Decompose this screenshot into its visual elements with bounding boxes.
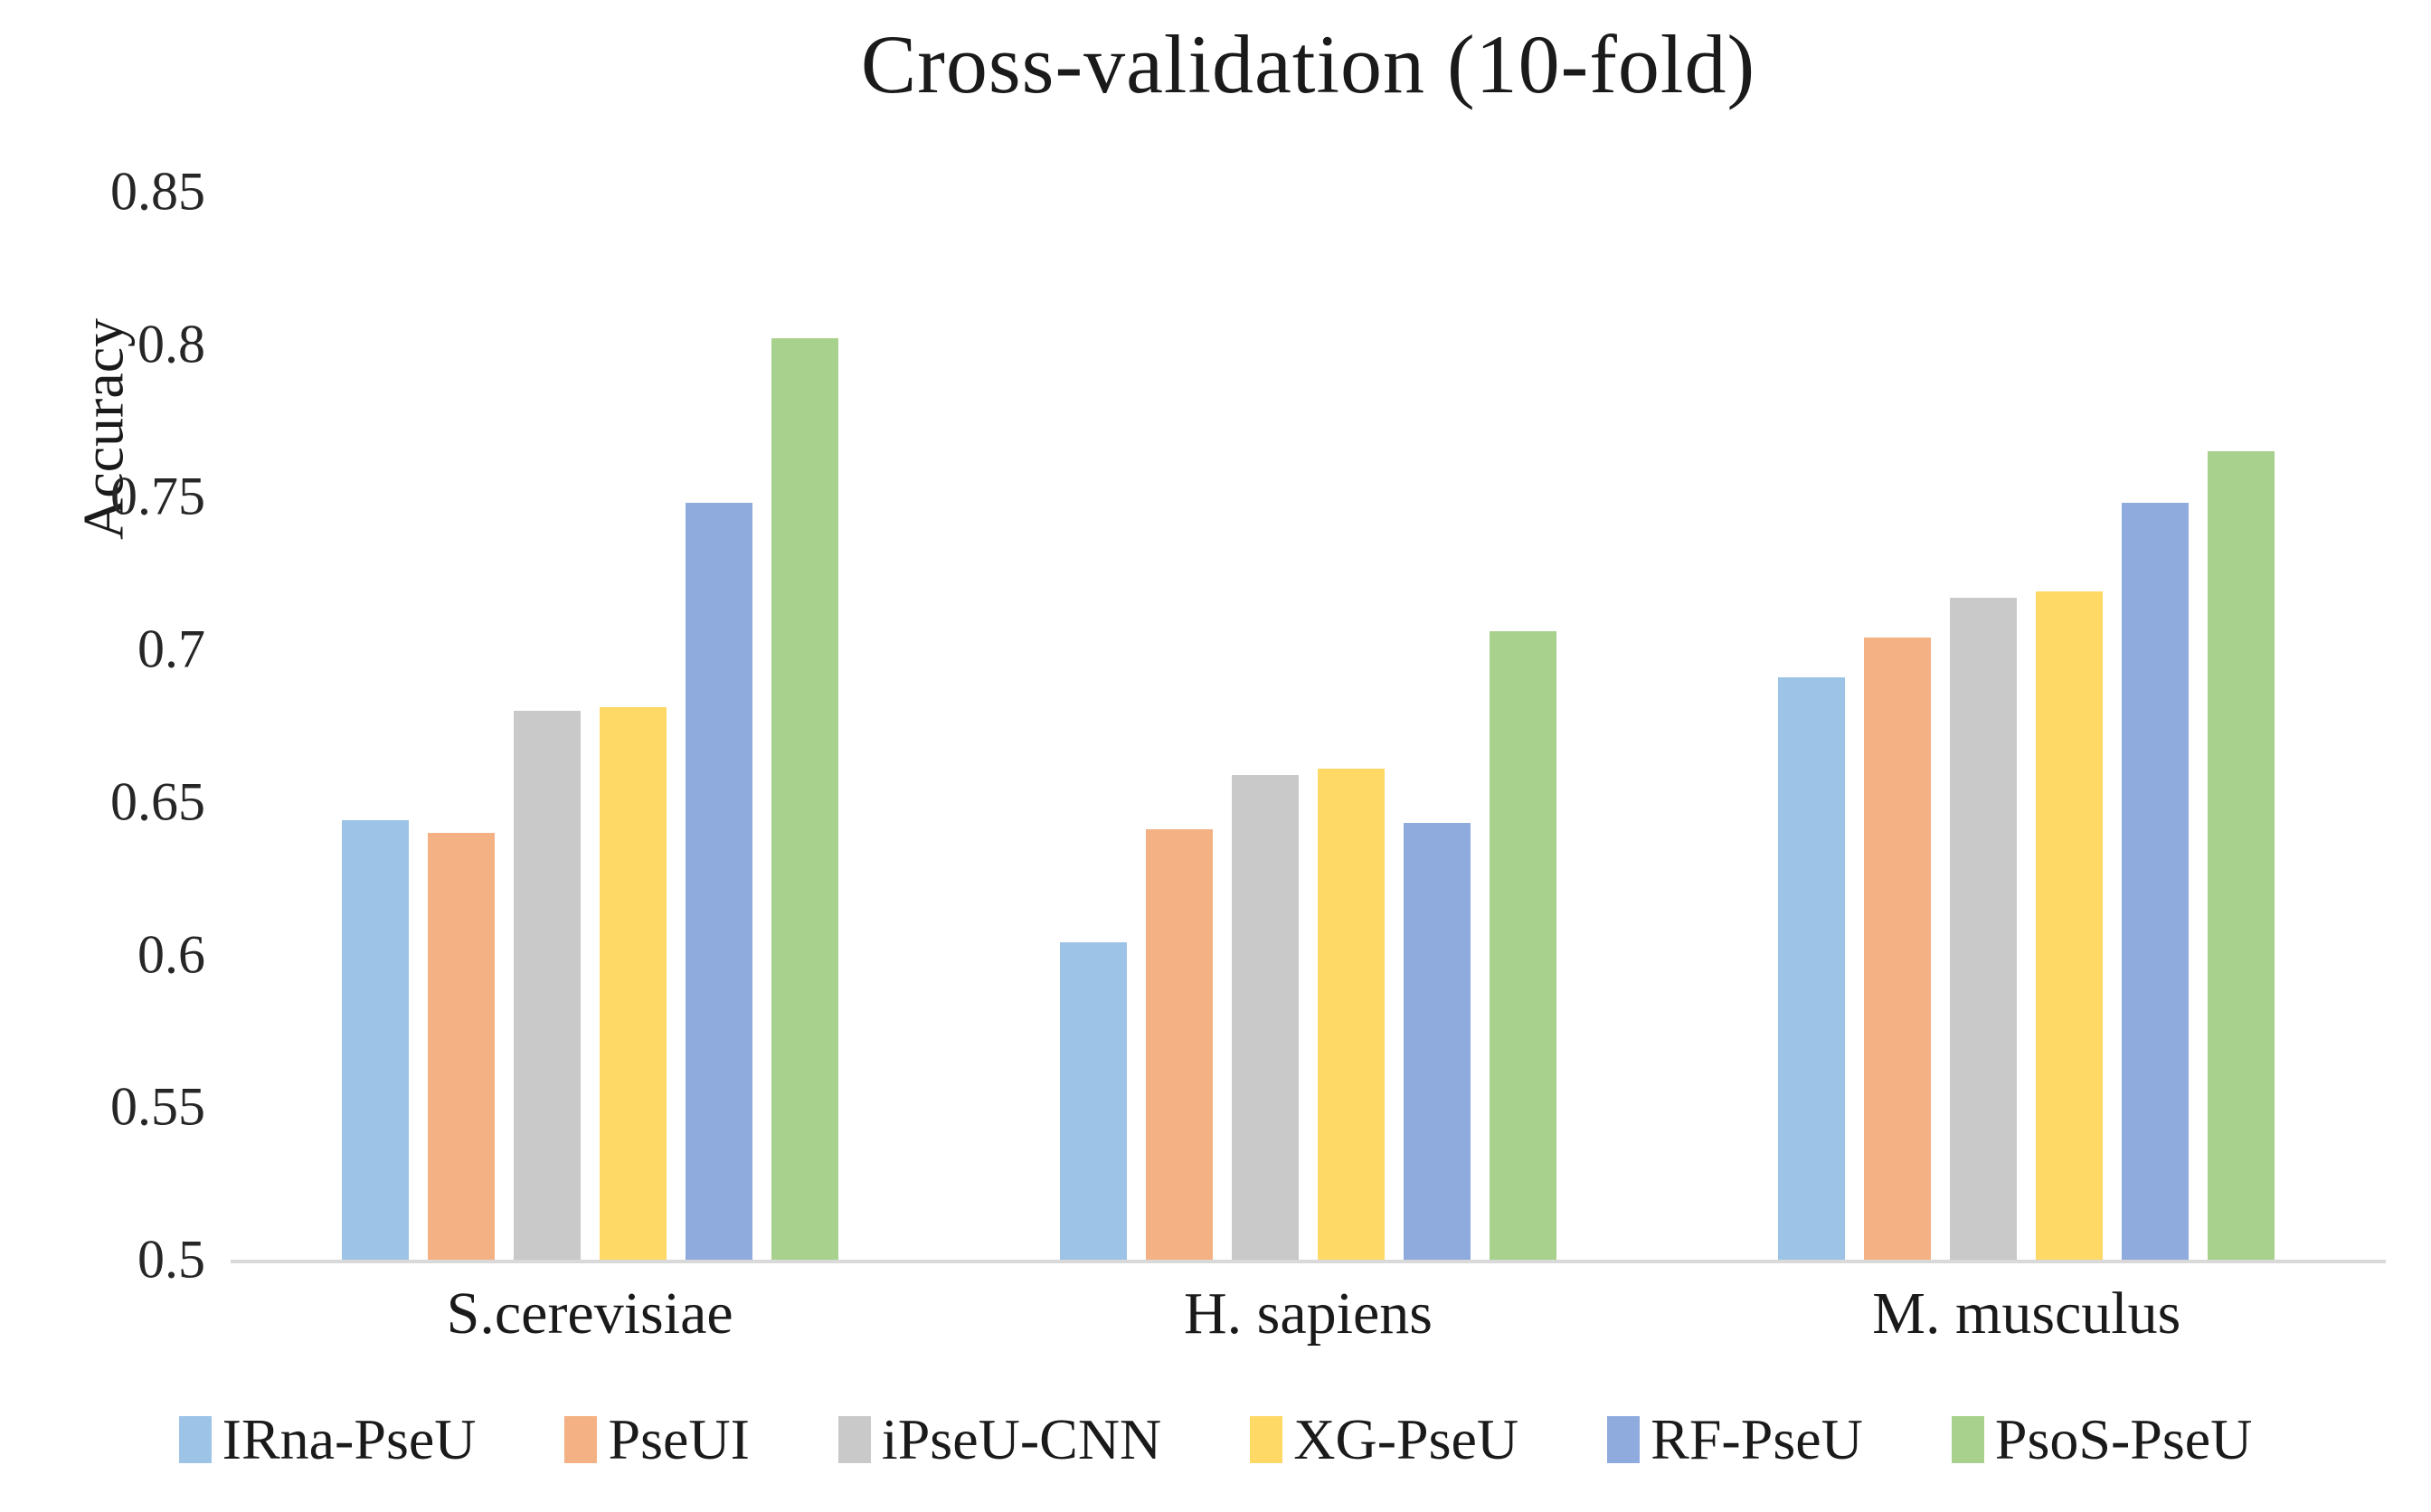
legend-label: XG-PseU bbox=[1293, 1407, 1519, 1471]
legend-swatch-icon bbox=[1951, 1416, 1984, 1463]
y-tick-label: 0.85 bbox=[110, 161, 205, 222]
bar-group bbox=[231, 192, 949, 1260]
legend-label: IRna-PseU bbox=[222, 1407, 477, 1471]
bar bbox=[1403, 823, 1471, 1260]
legend-item: RF-PseU bbox=[1607, 1406, 1863, 1473]
y-tick-label: 0.5 bbox=[137, 1229, 205, 1290]
legend-swatch-icon bbox=[1250, 1416, 1283, 1463]
y-tick-label: 0.55 bbox=[110, 1076, 205, 1137]
bar bbox=[599, 707, 667, 1260]
x-category-label: M. musculus bbox=[1872, 1280, 2181, 1347]
bar bbox=[1317, 768, 1385, 1260]
x-category-label: S.cerevisiae bbox=[446, 1280, 733, 1347]
x-axis-category-labels: S.cerevisiae H. sapiens M. musculus bbox=[231, 1280, 2386, 1348]
legend-item: IRna-PseU bbox=[178, 1406, 477, 1473]
legend-swatch-icon bbox=[178, 1416, 212, 1463]
legend-label: PsoS-PseU bbox=[1994, 1407, 2253, 1471]
legend-item: PseUI bbox=[564, 1406, 750, 1473]
bar bbox=[685, 503, 752, 1260]
plot-area bbox=[231, 192, 2386, 1263]
bar bbox=[771, 337, 838, 1260]
y-axis: 0.5 0.55 0.6 0.65 0.7 0.75 0.8 0.85 bbox=[0, 162, 231, 1290]
x-category-label: H. sapiens bbox=[1184, 1280, 1433, 1347]
legend-swatch-icon bbox=[837, 1416, 871, 1463]
legend-label: PseUI bbox=[608, 1407, 750, 1471]
bar bbox=[1950, 597, 2018, 1260]
bar bbox=[1231, 774, 1299, 1260]
bar bbox=[1145, 829, 1213, 1260]
bar bbox=[341, 820, 409, 1260]
y-tick-label: 0.7 bbox=[137, 619, 205, 679]
y-tick-label: 0.65 bbox=[110, 771, 205, 832]
legend-swatch-icon bbox=[1607, 1416, 1641, 1463]
bar bbox=[1778, 676, 1846, 1260]
legend-label: RF-PseU bbox=[1651, 1407, 1863, 1471]
bar bbox=[2122, 503, 2190, 1260]
chart-title: Cross-validation (10-fold) bbox=[860, 18, 1756, 110]
plot-row: 0.5 0.55 0.6 0.65 0.7 0.75 0.8 0.85 bbox=[0, 162, 2431, 1290]
bar bbox=[1489, 630, 1556, 1260]
bar bbox=[1059, 942, 1127, 1260]
y-tick-label: 0.8 bbox=[137, 314, 205, 374]
bar bbox=[427, 832, 495, 1260]
legend: IRna-PseU PseUI iPseU-CNN XG-PseU RF-PseU Pso… bbox=[0, 1406, 2431, 1473]
bar bbox=[1864, 637, 1932, 1260]
bar bbox=[513, 710, 581, 1260]
legend-label: iPseU-CNN bbox=[881, 1407, 1162, 1471]
legend-swatch-icon bbox=[564, 1416, 598, 1463]
y-tick-label: 0.6 bbox=[137, 924, 205, 985]
legend-item: PsoS-PseU bbox=[1951, 1406, 2253, 1473]
bar-group bbox=[1668, 192, 2386, 1260]
y-tick-label: 0.75 bbox=[110, 466, 205, 526]
legend-item: XG-PseU bbox=[1250, 1406, 1518, 1473]
bar-group bbox=[949, 192, 1667, 1260]
bar bbox=[2036, 591, 2104, 1260]
legend-item: iPseU-CNN bbox=[837, 1406, 1162, 1473]
bar bbox=[2208, 450, 2275, 1260]
